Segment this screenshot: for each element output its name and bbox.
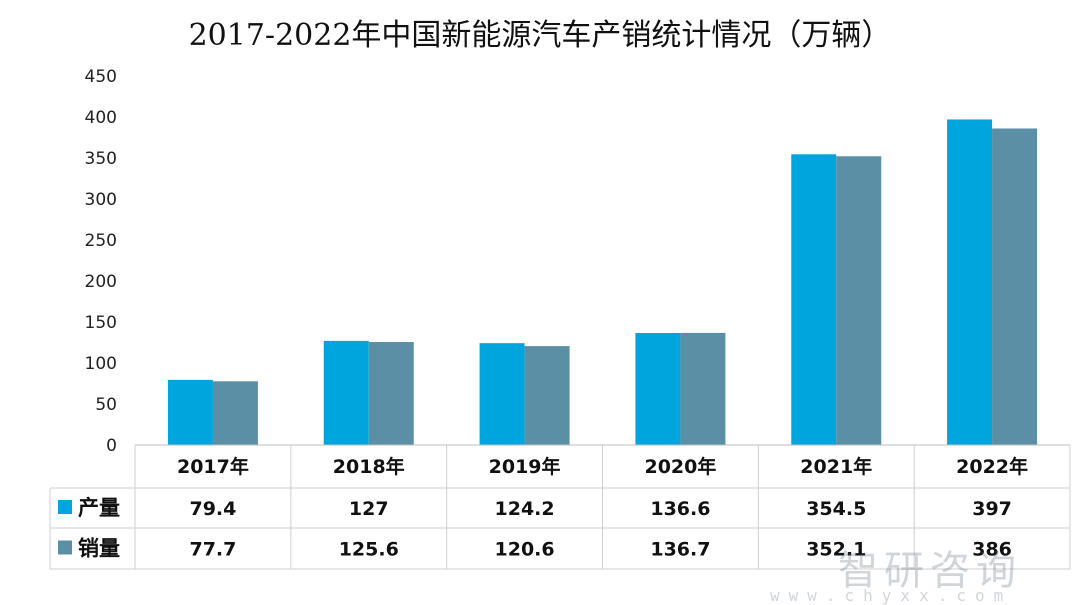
x-tick-label: 2019年: [489, 455, 561, 478]
bar: [947, 119, 993, 446]
data-label: 120.6: [495, 539, 555, 561]
bar: [368, 342, 414, 445]
data-label: 136.6: [650, 498, 710, 520]
data-label: 127: [349, 498, 389, 520]
y-tick-label: 150: [85, 313, 117, 333]
watermark-text: 智研咨询: [838, 548, 1022, 594]
x-tick-label: 2022年: [956, 455, 1028, 478]
legend-swatch: [58, 500, 72, 514]
y-tick-label: 400: [85, 108, 117, 128]
bar: [167, 379, 213, 445]
y-tick-label: 450: [85, 67, 117, 87]
data-label: 386: [972, 539, 1012, 561]
legend-label: 产量: [78, 496, 120, 520]
data-label: 77.7: [189, 539, 236, 561]
x-tick-label: 2017年: [177, 455, 249, 478]
watermark-url: www.chyxx.com: [770, 586, 1013, 605]
y-tick-label: 0: [106, 436, 117, 456]
bar: [323, 340, 369, 445]
legend-label: 销量: [78, 537, 120, 561]
bar: [212, 381, 258, 445]
bar: [635, 332, 681, 445]
y-tick-label: 200: [85, 272, 117, 292]
bar: [992, 128, 1038, 446]
y-tick-label: 350: [85, 149, 117, 169]
bar: [524, 346, 570, 445]
y-axis: 0 50 100 150 200 250 300 350 400 450: [85, 67, 117, 456]
x-tick-label: 2020年: [644, 455, 716, 478]
bar: [836, 156, 882, 445]
x-tick-label: 2018年: [333, 455, 405, 478]
y-tick-label: 100: [85, 354, 117, 374]
y-tick-label: 50: [95, 395, 117, 415]
chart-title: 2017-2022年中国新能源汽车产销统计情况（万辆）: [188, 18, 892, 53]
data-label: 124.2: [495, 498, 555, 520]
bar: [680, 332, 726, 445]
bars-group: [167, 119, 1038, 446]
data-label: 352.1: [806, 539, 866, 561]
legend-swatch: [58, 540, 72, 555]
x-tick-label: 2021年: [800, 455, 872, 478]
bar: [791, 154, 837, 445]
data-label: 354.5: [806, 498, 866, 520]
data-label: 397: [972, 498, 1012, 520]
data-label: 136.7: [650, 539, 710, 561]
y-tick-label: 300: [85, 190, 117, 210]
watermark-logo: 智研咨询 www.chyxx.com: [770, 536, 1070, 605]
bar: [479, 343, 525, 445]
y-tick-label: 250: [85, 231, 117, 251]
data-label: 125.6: [339, 539, 399, 561]
data-label: 79.4: [189, 498, 236, 520]
